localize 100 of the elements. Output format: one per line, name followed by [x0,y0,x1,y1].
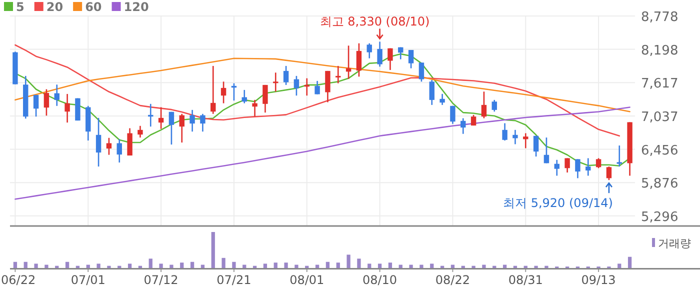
candlestick [606,166,612,181]
candlestick [44,88,50,116]
candlestick [190,109,195,132]
bar [409,264,413,268]
bar [34,264,38,268]
candlestick [127,128,132,156]
candlestick [33,94,39,118]
x-tick-label: 06/22 [1,273,36,287]
bar [388,262,392,268]
bar [274,262,278,268]
bar [44,264,48,268]
bar [336,262,340,268]
bar [159,264,163,268]
candlestick [262,84,268,114]
bar [170,264,174,268]
legend-label: 60 [85,0,102,14]
bar [180,262,184,268]
candlestick [586,158,591,176]
candlestick [325,70,330,103]
bar [482,264,486,268]
candlestick [242,89,247,104]
x-tick-label: 07/12 [144,273,178,287]
line-series [14,44,620,137]
bar [326,262,330,268]
candlestick [440,93,445,106]
y-tick-label: 6,456 [641,143,678,158]
bar [263,264,268,268]
candlestick [138,125,143,138]
candlestick [283,65,289,86]
candlestick [200,113,206,132]
y-tick-label: 7,617 [641,76,678,92]
candlestick [533,135,539,158]
candlestick [356,42,362,78]
candlestick [596,158,602,169]
bar [368,264,372,268]
candlestick [366,42,372,59]
bar [284,262,288,268]
candlestick [523,132,528,149]
bar [618,264,622,268]
candlestick [158,106,164,130]
candlestick [116,138,122,164]
y-tick-label: 7,037 [641,110,678,125]
bar [128,264,132,268]
bar [357,258,361,268]
bar [190,262,194,268]
candlestick [168,111,174,146]
candlestick [106,137,112,156]
y-tick-label: 5,296 [641,210,678,225]
candlestick [512,129,518,145]
candlestick [377,41,382,68]
legend-label: 120 [124,0,149,14]
candlestick [502,122,508,142]
candlestick [220,80,226,104]
x-tick-label: 09/13 [581,273,616,287]
annotation: 최저 5,920 (09/14) [503,196,613,210]
bar [232,262,236,268]
bar [13,262,18,268]
y-tick-label: 5,876 [641,176,678,192]
candlestick [460,118,466,135]
candlestick [564,158,570,174]
candlestick [388,48,393,71]
x-tick-label: 08/01 [290,273,324,287]
legend-label: 5 [16,0,24,14]
candlestick [314,80,320,95]
candlestick [575,158,580,179]
bar [378,264,382,268]
legend-label: 거래량 [658,237,691,250]
y-tick-label: 8,198 [641,43,678,58]
candlestick [273,72,278,92]
candlestick [294,75,300,96]
candlestick [544,136,550,164]
x-tick-label: 07/21 [216,273,252,287]
candlestick [252,99,258,118]
y-tick-label: 8,778 [641,10,678,25]
candlestick [450,105,456,125]
bar [430,264,434,268]
candlestick [96,117,102,168]
candlestick [336,65,341,84]
candlestick [64,93,70,124]
x-tick-label: 08/31 [508,273,543,287]
legend-label: 20 [46,0,64,14]
bar [211,232,215,268]
candlestick [616,144,622,168]
candlestick [429,79,434,106]
x-tick-label: 07/01 [70,273,106,287]
bar [346,254,350,268]
candlestick [54,84,60,107]
annotation: 최고 8,330 (08/10) [320,14,430,29]
candlestick [492,99,497,112]
candlestick [554,159,560,176]
candlestick [418,62,424,82]
candlestick [481,90,487,119]
bar [628,256,632,268]
candlestick [179,113,184,144]
x-tick-label: 08/10 [362,273,398,287]
bar [222,258,226,268]
bar [148,258,152,268]
bar [24,262,28,268]
candlestick [210,65,216,115]
bar [294,264,298,268]
